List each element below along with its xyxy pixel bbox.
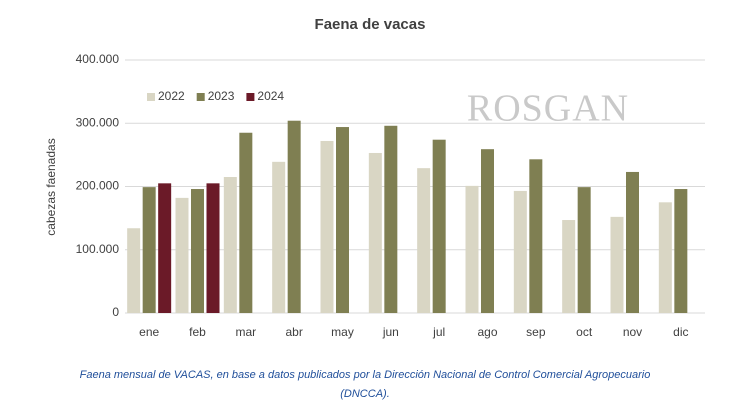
y-tick-label: 300.000: [76, 115, 120, 129]
legend-swatch: [246, 93, 255, 101]
bar: [272, 161, 286, 313]
y-tick-label: 400.000: [76, 52, 120, 66]
bar: [158, 183, 172, 313]
legend-label: 2022: [158, 89, 185, 103]
y-tick-label: 100.000: [76, 242, 120, 256]
bar: [287, 120, 301, 313]
x-tick-label: oct: [576, 325, 593, 339]
bar: [529, 159, 543, 313]
x-tick-label: sep: [526, 325, 546, 339]
bar: [142, 187, 156, 313]
legend-swatch: [147, 93, 155, 101]
bar: [336, 127, 349, 313]
bar: [191, 189, 204, 313]
bar: [577, 187, 591, 313]
bar: [127, 228, 141, 313]
x-tick-label: feb: [189, 325, 206, 339]
x-tick-label: jun: [382, 325, 399, 339]
bar: [175, 197, 189, 313]
watermark: ROSGAN: [467, 88, 629, 130]
bar: [417, 168, 431, 313]
caption: Faena mensual de VACAS, en base a datos …: [80, 369, 651, 381]
bar: [481, 149, 494, 313]
bar: [239, 132, 253, 313]
bar: [674, 189, 688, 313]
bar: [384, 125, 398, 313]
legend-label: 2023: [208, 89, 235, 103]
bar: [206, 183, 220, 313]
x-tick-label: ago: [477, 325, 497, 339]
x-tick-label: may: [331, 325, 354, 339]
bar: [513, 190, 527, 313]
x-tick-label: dic: [673, 325, 688, 339]
bar: [562, 220, 576, 313]
bar: [320, 140, 334, 313]
caption: (DNCCA).: [340, 388, 390, 400]
bar: [465, 185, 479, 313]
y-tick-label: 200.000: [76, 179, 120, 193]
y-tick-label: 0: [112, 305, 119, 319]
legend-label: 2024: [257, 89, 284, 103]
bar: [432, 139, 446, 313]
x-tick-label: mar: [235, 325, 256, 339]
x-tick-label: jul: [432, 325, 445, 339]
y-axis-label: cabezas faenadas: [44, 138, 58, 235]
bar: [626, 171, 639, 313]
bar: [223, 177, 237, 313]
chart-title: Faena de vacas: [315, 16, 426, 33]
bar: [610, 216, 624, 313]
bar: [658, 202, 672, 313]
x-tick-label: abr: [285, 325, 302, 339]
x-tick-label: nov: [623, 325, 642, 339]
bar: [368, 152, 382, 313]
x-tick-label: ene: [139, 325, 159, 339]
legend-swatch: [196, 93, 205, 101]
